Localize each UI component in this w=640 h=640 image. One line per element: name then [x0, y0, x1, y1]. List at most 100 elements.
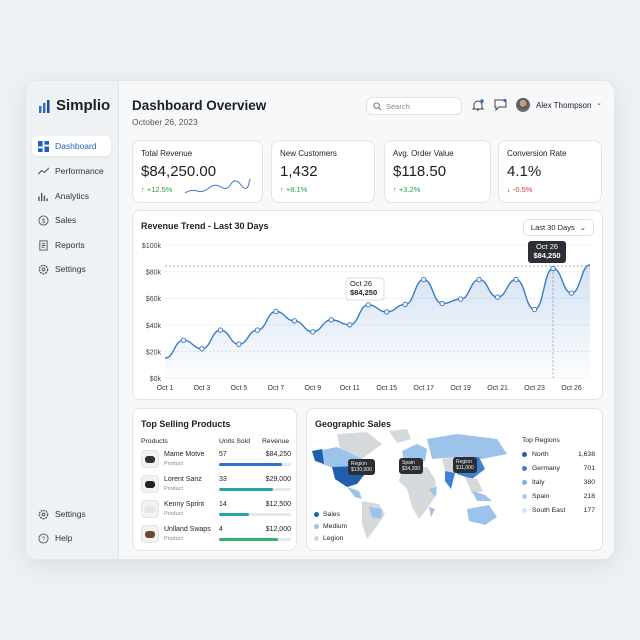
sidebar-item-performance[interactable]: Performance [32, 161, 111, 181]
data-point [180, 337, 187, 343]
logo-bars-icon [39, 99, 50, 113]
x-tick-label: Oct 5 [231, 385, 248, 392]
region-name: South East [532, 507, 566, 514]
region-row: Spain 218 [522, 493, 595, 500]
col-header-revenue: Revenue [262, 438, 290, 445]
tooltip-date: Oct 26 [536, 242, 558, 251]
region-dot [522, 508, 527, 513]
sidebar-bottom-help[interactable]: ? Help [32, 528, 111, 548]
products-title: Top Selling Products [141, 419, 231, 429]
world-map [312, 429, 507, 539]
sidebar-bottom-settings[interactable]: Settings [32, 504, 111, 524]
x-tick-label: Oct 19 [450, 385, 471, 392]
bell-icon[interactable] [472, 99, 484, 112]
data-point [420, 276, 427, 283]
data-point [199, 346, 205, 352]
sidebar: Simplio Dashboard Performance Analytics … [26, 81, 119, 559]
units-sold: 4 [219, 526, 223, 533]
data-point [568, 290, 575, 296]
sales-bar-track [219, 538, 291, 541]
legend-label: Medium [323, 523, 348, 530]
search-placeholder: Search [386, 101, 410, 111]
user-name[interactable]: Alex Thompson [536, 101, 592, 110]
page-date: October 26, 2023 [132, 117, 198, 127]
map-tooltip: Region $130,000 [348, 459, 375, 475]
data-point [531, 306, 538, 313]
geo-title: Geographic Sales [315, 419, 392, 429]
map-tooltip: Spain $34,200 [399, 458, 424, 474]
map-legend-item: Legion [314, 535, 343, 542]
svg-text:?: ? [42, 535, 46, 542]
product-row[interactable]: Unlland Swaps Product 4 $12,000 [141, 525, 291, 547]
sidebar-item-sales[interactable]: $ Sales [32, 210, 111, 230]
data-point [550, 265, 556, 272]
sidebar-item-settings[interactable]: Settings [32, 259, 111, 279]
main-content: Dashboard Overview October 26, 2023 Sear… [119, 81, 614, 559]
range-select[interactable]: Last 30 Days ⌄ [522, 219, 594, 236]
logo: Simplio [38, 97, 110, 114]
col-header-products: Products [141, 438, 168, 445]
sales-bar-track [219, 463, 291, 466]
tooltip-box [345, 277, 385, 301]
y-tick-label: $100k [142, 243, 162, 250]
top-products-card: Top Selling Products Products Units Sold… [132, 408, 297, 551]
map-tooltip-value: $130,000 [351, 467, 372, 473]
data-point [328, 317, 335, 323]
product-row[interactable]: Kenny Sprint Product 14 $12,500 [141, 500, 291, 522]
svg-text:$: $ [42, 217, 46, 224]
sidebar-item-reports[interactable]: Reports [32, 235, 111, 255]
kpi-delta: ↑ +8.1% [280, 185, 308, 194]
sales-bar-track [219, 513, 291, 516]
sidebar-item-dashboard[interactable]: Dashboard [32, 136, 111, 156]
search-icon [373, 101, 382, 110]
tooltip-value: $84,250 [533, 251, 560, 260]
region-name: North [532, 451, 549, 458]
data-point [439, 300, 445, 307]
kpi-label: Conversion Rate [507, 149, 567, 158]
page-title: Dashboard Overview [132, 98, 267, 113]
tooltip-value: $84,250 [350, 288, 377, 297]
region-value: 701 [583, 465, 595, 472]
kpi-card: Total Revenue $84,250.00 ↑ +12.5% [132, 140, 263, 203]
kpi-delta: ↓ -0.5% [507, 185, 533, 194]
x-tick-label: Oct 1 [157, 385, 174, 392]
geographic-sales-card: Geographic Sales Region $130,000 Spain $34,… [306, 408, 603, 551]
region-row: Italy 380 [522, 479, 595, 486]
region-value: 177 [583, 507, 595, 514]
data-point [310, 329, 316, 335]
y-tick-label: $0k [150, 376, 162, 383]
map-legend-item: Medium [314, 523, 347, 530]
kpi-card: New Customers 1,432 ↑ +8.1% [271, 140, 375, 203]
data-point [494, 294, 501, 300]
region-value: 380 [583, 479, 595, 486]
tooltip-date: Oct 26 [350, 279, 372, 288]
sales-bar-fill [219, 538, 279, 541]
data-point [273, 308, 279, 315]
map-legend-item: Sales [314, 511, 340, 518]
product-revenue: $29,000 [265, 476, 291, 483]
sidebar-item-label: Dashboard [55, 141, 97, 151]
region-row: Germany 701 [522, 465, 595, 472]
region-dot [522, 466, 527, 471]
region-name: Italy [532, 479, 545, 486]
data-point [476, 276, 482, 283]
avatar[interactable] [516, 98, 530, 112]
help-icon: ? [38, 532, 49, 544]
product-row[interactable]: Lorent Sanz Product 33 $29,000 [141, 475, 291, 497]
data-point [254, 327, 261, 333]
search-input[interactable]: Search [366, 97, 462, 115]
sidebar-item-analytics[interactable]: Analytics [32, 186, 111, 206]
top-regions-title: Top Regions [522, 437, 560, 444]
product-thumbnail [141, 500, 159, 518]
sparkline [185, 179, 257, 194]
map-tooltip-label: Region [351, 461, 367, 467]
chevron-down-icon[interactable]: ⌄ [596, 100, 602, 107]
sales-bar-track [219, 488, 291, 491]
kpi-value: 1,432 [280, 163, 318, 180]
region-value: 1,638 [577, 451, 595, 458]
document-icon [39, 239, 48, 251]
kpi-value: $118.50 [393, 163, 447, 180]
product-row[interactable]: Mame Motve Product 57 $84,250 [141, 450, 291, 472]
y-tick-label: $60k [146, 296, 162, 303]
chat-icon[interactable] [494, 99, 507, 111]
